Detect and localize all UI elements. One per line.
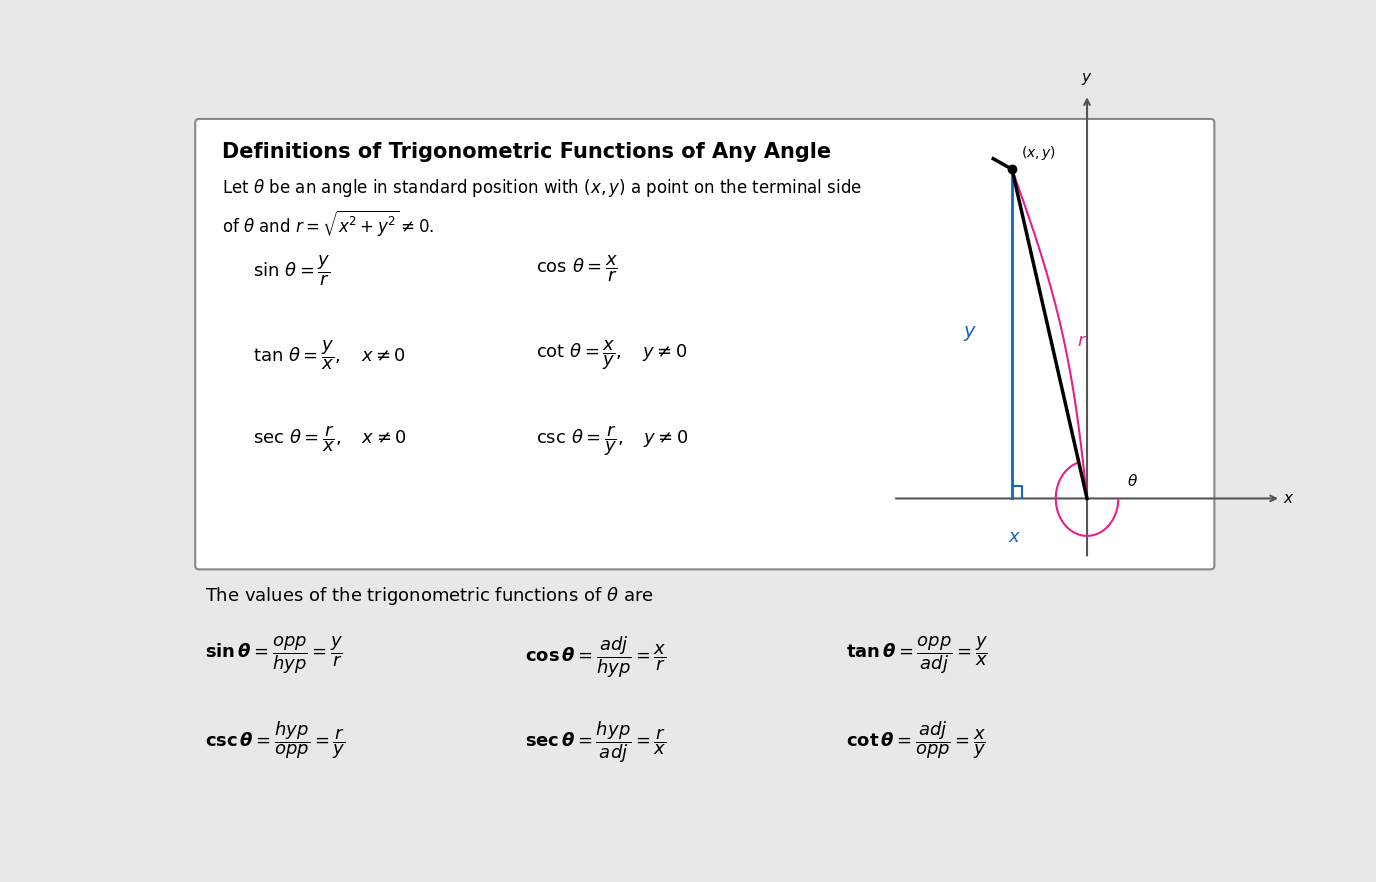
Text: $\sin\,\theta = \dfrac{y}{r}$: $\sin\,\theta = \dfrac{y}{r}$	[253, 254, 332, 288]
Text: $\mathbf{sec}\,\boldsymbol{\theta} = \dfrac{\mathit{hyp}}{\mathit{adj}} = \dfrac: $\mathbf{sec}\,\boldsymbol{\theta} = \df…	[524, 720, 666, 766]
Text: $\mathbf{sin}\,\boldsymbol{\theta} = \dfrac{\mathit{opp}}{\mathit{hyp}} = \dfrac: $\mathbf{sin}\,\boldsymbol{\theta} = \df…	[205, 635, 343, 676]
Text: $\sec\,\theta = \dfrac{r}{x},\quad x\neq 0$: $\sec\,\theta = \dfrac{r}{x},\quad x\neq…	[253, 423, 407, 453]
Text: Definitions of Trigonometric Functions of Any Angle: Definitions of Trigonometric Functions o…	[223, 142, 831, 162]
Text: $\tan\,\theta = \dfrac{y}{x},\quad x\neq 0$: $\tan\,\theta = \dfrac{y}{x},\quad x\neq…	[253, 339, 406, 372]
Text: $x$: $x$	[1007, 528, 1021, 546]
Text: of $\theta$ and $r = \sqrt{x^2 + y^2} \neq 0$.: of $\theta$ and $r = \sqrt{x^2 + y^2} \n…	[223, 209, 435, 239]
Text: $x$: $x$	[1284, 491, 1295, 506]
FancyBboxPatch shape	[195, 119, 1215, 570]
Text: $\mathbf{tan}\,\boldsymbol{\theta} = \dfrac{\mathit{opp}}{\mathit{adj}} = \dfrac: $\mathbf{tan}\,\boldsymbol{\theta} = \df…	[846, 635, 988, 676]
Text: $y$: $y$	[1082, 71, 1093, 86]
Text: The values of the trigonometric functions of $\theta$ are: The values of the trigonometric function…	[205, 585, 654, 607]
Text: $\mathbf{csc}\,\boldsymbol{\theta} = \dfrac{\mathit{hyp}}{\mathit{opp}} = \dfrac: $\mathbf{csc}\,\boldsymbol{\theta} = \df…	[205, 720, 345, 761]
Text: $\mathbf{cos}\,\boldsymbol{\theta} = \dfrac{\mathit{adj}}{\mathit{hyp}} = \dfrac: $\mathbf{cos}\,\boldsymbol{\theta} = \df…	[524, 635, 666, 681]
Text: $\cot\,\theta = \dfrac{x}{y},\quad y\neq 0$: $\cot\,\theta = \dfrac{x}{y},\quad y\neq…	[537, 339, 688, 372]
Text: $y$: $y$	[963, 325, 977, 343]
Text: $r$: $r$	[1077, 333, 1087, 350]
Text: $(x, y)$: $(x, y)$	[1021, 144, 1055, 161]
Text: $\csc\,\theta = \dfrac{r}{y},\quad y\neq 0$: $\csc\,\theta = \dfrac{r}{y},\quad y\neq…	[537, 423, 689, 458]
Text: $\theta$: $\theta$	[1127, 474, 1138, 490]
Text: $\mathbf{cot}\,\boldsymbol{\theta} = \dfrac{\mathit{adj}}{\mathit{opp}} = \dfrac: $\mathbf{cot}\,\boldsymbol{\theta} = \df…	[846, 720, 987, 761]
Text: Let $\theta$ be an angle in standard position with $(x, y)$ a point on the termi: Let $\theta$ be an angle in standard pos…	[223, 176, 863, 198]
Text: $\cos\,\theta = \dfrac{x}{r}$: $\cos\,\theta = \dfrac{x}{r}$	[537, 254, 618, 284]
